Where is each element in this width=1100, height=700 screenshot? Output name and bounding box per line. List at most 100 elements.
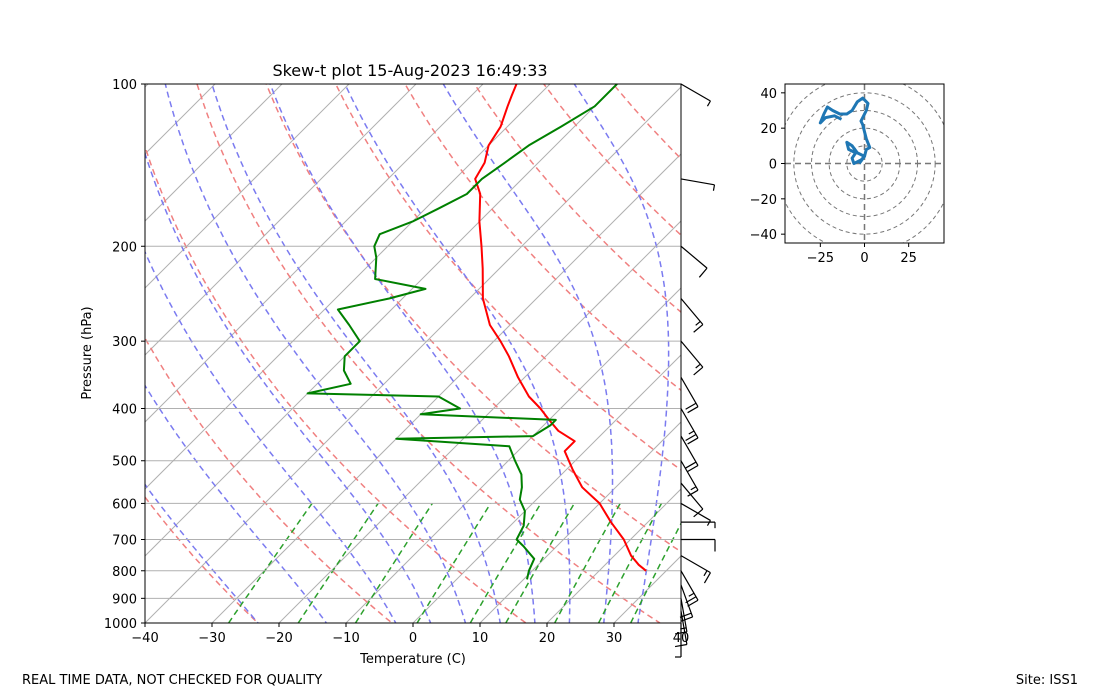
x-tick-label: 20 bbox=[539, 631, 556, 646]
y-tick-label: 800 bbox=[112, 565, 137, 580]
wind-barb-flag bbox=[674, 643, 688, 648]
moist-adiabat-line bbox=[145, 150, 432, 623]
hodograph-ring bbox=[811, 110, 918, 217]
isotherm-line bbox=[145, 84, 417, 356]
wind-barb-flag bbox=[690, 486, 697, 491]
hodograph-ring bbox=[828, 127, 901, 200]
hodograph-ticks: −25 0 25 40 20 0 −20 −40 bbox=[750, 87, 917, 266]
wind-barb-staff bbox=[680, 376, 699, 407]
isotherm-line bbox=[145, 84, 484, 423]
dry-adiabat-line bbox=[145, 336, 394, 623]
isotherm-line bbox=[278, 220, 681, 623]
wind-barb-flag bbox=[687, 465, 699, 473]
x-axis-label: Temperature (C) bbox=[359, 652, 466, 667]
hodo-y-tick-label: −20 bbox=[750, 193, 777, 208]
wind-barb-flag bbox=[695, 321, 701, 326]
hodograph-ring bbox=[793, 92, 936, 235]
wind-barb-flag bbox=[680, 627, 687, 630]
site-label: Site: ISS1 bbox=[1015, 673, 1078, 688]
dry-adiabat-line bbox=[145, 495, 259, 623]
x-tick-label: 0 bbox=[409, 631, 417, 646]
wind-barb-staff bbox=[680, 178, 715, 186]
y-axis-ticks: 1000 900 800 700 600 500 400 300 200 100 bbox=[104, 78, 145, 632]
wind-barb-staff bbox=[680, 482, 704, 510]
wind-barb-staff bbox=[680, 598, 688, 632]
dry-adiabat-line bbox=[196, 84, 662, 623]
hodo-x-tick-label: 0 bbox=[860, 251, 868, 266]
x-tick-label: −20 bbox=[265, 631, 292, 646]
pressure-gridlines bbox=[145, 84, 681, 623]
quality-disclaimer: REAL TIME DATA, NOT CHECKED FOR QUALITY bbox=[22, 673, 323, 688]
wind-barb-flag bbox=[693, 324, 704, 333]
x-axis-ticks: −40 −30 −20 −10 0 10 20 30 40 bbox=[131, 623, 689, 646]
temperature-trace bbox=[474, 84, 647, 572]
hodo-x-tick-label: 25 bbox=[900, 251, 917, 266]
isotherm-line bbox=[345, 287, 681, 623]
y-tick-label: 300 bbox=[112, 335, 137, 350]
y-tick-label: 900 bbox=[112, 592, 137, 607]
dry-adiabat-line bbox=[335, 84, 681, 471]
mixing-ratio-line bbox=[354, 502, 434, 623]
mixing-ratio-line bbox=[597, 503, 663, 623]
wind-barb-flag bbox=[693, 366, 704, 376]
isotherm-line bbox=[412, 354, 681, 623]
wind-barb-flag bbox=[685, 433, 697, 442]
wind-barb-staff bbox=[680, 502, 711, 521]
dewpoint-trace bbox=[306, 84, 618, 580]
dry-adiabat-line bbox=[404, 84, 681, 392]
wind-barb-staff bbox=[680, 435, 699, 466]
wind-barb-staff bbox=[680, 245, 708, 269]
wind-barb-flag bbox=[712, 184, 716, 191]
dry-adiabat-line bbox=[683, 84, 1100, 634]
wind-barb-staff bbox=[680, 555, 711, 574]
hodo-y-tick-label: −40 bbox=[750, 228, 777, 243]
mixing-ratio-line bbox=[227, 502, 313, 623]
y-tick-label: 700 bbox=[112, 534, 137, 549]
wind-barb-flag bbox=[687, 437, 699, 445]
y-axis-label: Pressure (hPa) bbox=[80, 306, 95, 399]
wind-barb-flag bbox=[687, 599, 699, 607]
moist-adiabat-line bbox=[573, 84, 670, 623]
dry-adiabat-line bbox=[145, 144, 528, 623]
isotherm-line bbox=[145, 84, 551, 490]
hodo-x-tick-label: −25 bbox=[807, 251, 834, 266]
hodograph-rings bbox=[785, 84, 944, 243]
wind-barb-flag bbox=[703, 570, 708, 577]
y-tick-label: 400 bbox=[112, 403, 137, 418]
hodograph-line bbox=[818, 96, 872, 165]
wind-barb-flag bbox=[698, 267, 708, 278]
moist-adiabat-line bbox=[145, 483, 259, 623]
moist-adiabat-line bbox=[164, 84, 467, 623]
hodograph-ring bbox=[846, 145, 883, 182]
wind-barb-staff bbox=[680, 570, 699, 601]
dry-adiabat-line bbox=[543, 84, 681, 237]
dry-adiabat-line bbox=[612, 84, 681, 160]
wind-barb-flag bbox=[693, 508, 704, 518]
wind-barb-staff bbox=[680, 584, 694, 618]
hodograph-trace bbox=[818, 96, 872, 165]
x-tick-label: −30 bbox=[198, 631, 225, 646]
x-tick-label: 30 bbox=[606, 631, 623, 646]
x-tick-label: −40 bbox=[131, 631, 158, 646]
isotherm-line bbox=[479, 421, 681, 623]
isotherm-line bbox=[145, 86, 681, 623]
y-tick-label: 600 bbox=[112, 497, 137, 512]
isotherm-line bbox=[546, 488, 681, 623]
wind-barb-flag bbox=[685, 596, 697, 604]
wind-barb-flag bbox=[681, 616, 693, 622]
x-tick-label: 10 bbox=[472, 631, 489, 646]
moist-adiabat-line bbox=[269, 84, 536, 623]
isotherm-line bbox=[680, 622, 681, 623]
hodo-y-tick-label: 0 bbox=[769, 158, 777, 173]
y-tick-label: 200 bbox=[112, 240, 137, 255]
dry-adiabat-line bbox=[265, 84, 681, 553]
wind-barb-flag bbox=[695, 363, 701, 369]
sounding-traces bbox=[306, 84, 647, 580]
wind-barb-flag bbox=[685, 402, 697, 410]
wind-barb-staff bbox=[680, 340, 704, 368]
moist-adiabat-line bbox=[442, 84, 614, 623]
wind-barb-flag bbox=[688, 592, 695, 597]
wind-barb-flag bbox=[685, 461, 697, 469]
isotherm-line bbox=[145, 84, 283, 222]
